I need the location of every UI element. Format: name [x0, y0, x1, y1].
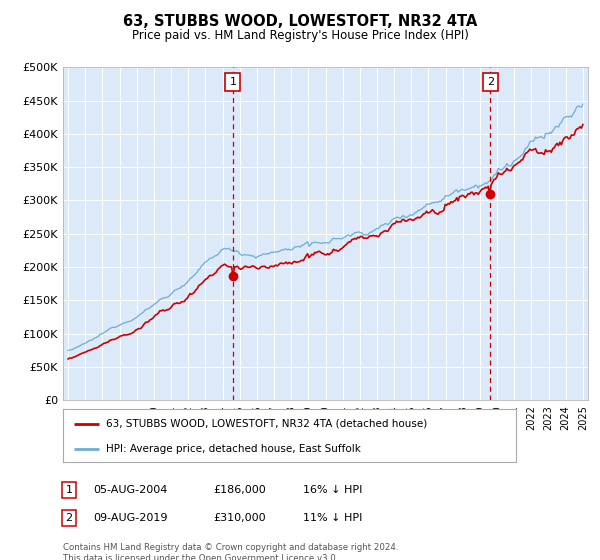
Text: 05-AUG-2004: 05-AUG-2004: [93, 485, 167, 495]
Text: 2: 2: [65, 513, 73, 523]
Text: Contains HM Land Registry data © Crown copyright and database right 2024.
This d: Contains HM Land Registry data © Crown c…: [63, 543, 398, 560]
Text: 1: 1: [229, 77, 236, 87]
Text: £310,000: £310,000: [213, 513, 266, 523]
Text: 63, STUBBS WOOD, LOWESTOFT, NR32 4TA (detached house): 63, STUBBS WOOD, LOWESTOFT, NR32 4TA (de…: [106, 419, 427, 429]
Text: 11% ↓ HPI: 11% ↓ HPI: [303, 513, 362, 523]
Text: 16% ↓ HPI: 16% ↓ HPI: [303, 485, 362, 495]
Text: Price paid vs. HM Land Registry's House Price Index (HPI): Price paid vs. HM Land Registry's House …: [131, 29, 469, 42]
Text: HPI: Average price, detached house, East Suffolk: HPI: Average price, detached house, East…: [106, 444, 361, 454]
Text: 63, STUBBS WOOD, LOWESTOFT, NR32 4TA: 63, STUBBS WOOD, LOWESTOFT, NR32 4TA: [123, 14, 477, 29]
Text: 1: 1: [65, 485, 73, 495]
Text: £186,000: £186,000: [213, 485, 266, 495]
Text: 2: 2: [487, 77, 494, 87]
Text: 09-AUG-2019: 09-AUG-2019: [93, 513, 167, 523]
